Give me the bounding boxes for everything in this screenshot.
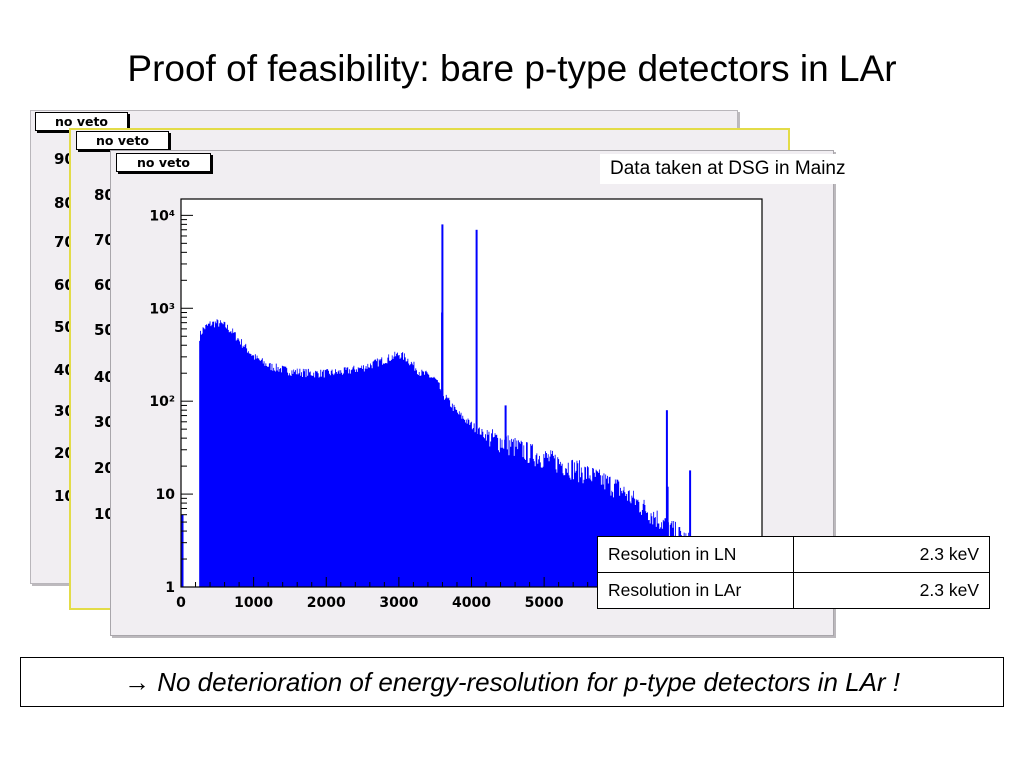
histogram-peak: [504, 405, 507, 587]
ghost-tick-label: 40: [94, 368, 115, 386]
ghost-tick-label: 60: [94, 276, 115, 294]
histogram-peak: [475, 229, 478, 588]
x-tick-label: 3000: [379, 595, 418, 611]
table-row: Resolution in LN 2.3 keV: [597, 536, 990, 573]
right-arrow-icon: →: [123, 667, 150, 697]
histogram-fill: [199, 319, 727, 587]
y-tick-label: 10⁴: [149, 208, 175, 224]
y-tick-label: 10³: [149, 301, 175, 317]
conclusion-box: → No deterioration of energy-resolution …: [20, 657, 1004, 707]
panel-label-no-veto-2: no veto: [76, 131, 169, 150]
table-cell-label: Resolution in LAr: [597, 572, 794, 609]
table-cell-label: Resolution in LN: [597, 536, 794, 573]
table-cell-value: 2.3 keV: [793, 572, 990, 609]
x-tick-label: 2000: [307, 595, 346, 611]
panel-label-no-veto-1: no veto: [35, 112, 128, 131]
table-cell-value: 2.3 keV: [793, 536, 990, 573]
histogram-peak: [689, 470, 692, 587]
data-source-annotation: Data taken at DSG in Mainz: [600, 154, 930, 184]
x-tick-label: 1000: [234, 595, 273, 611]
ghost-tick-label: 20: [94, 459, 115, 477]
ghost-tick-label: 50: [94, 321, 115, 339]
ghost-tick-label: 80: [94, 186, 115, 204]
panel-label-no-veto-3: no veto: [116, 153, 211, 172]
x-tick-label: 5000: [525, 595, 564, 611]
x-tick-label: 0: [176, 595, 186, 611]
table-row: Resolution in LAr 2.3 keV: [597, 572, 990, 609]
slide-title: Proof of feasibility: bare p-type detect…: [127, 48, 897, 89]
ghost-tick-label: 10: [94, 505, 115, 523]
conclusion-text: No deterioration of energy-resolution fo…: [157, 667, 901, 697]
histogram-peak: [441, 312, 444, 587]
histogram-peak: [181, 514, 184, 587]
ghost-tick-label: 30: [94, 413, 115, 431]
y-tick-label: 1: [165, 580, 175, 596]
y-tick-label: 10: [156, 487, 176, 503]
y-tick-label: 10²: [149, 394, 175, 410]
resolution-table: Resolution in LN 2.3 keV Resolution in L…: [597, 536, 990, 609]
energy-spectrum-chart: 01000200030004000500060007000800011010²1…: [149, 198, 782, 611]
x-tick-label: 4000: [452, 595, 491, 611]
ghost-tick-label: 70: [94, 231, 115, 249]
